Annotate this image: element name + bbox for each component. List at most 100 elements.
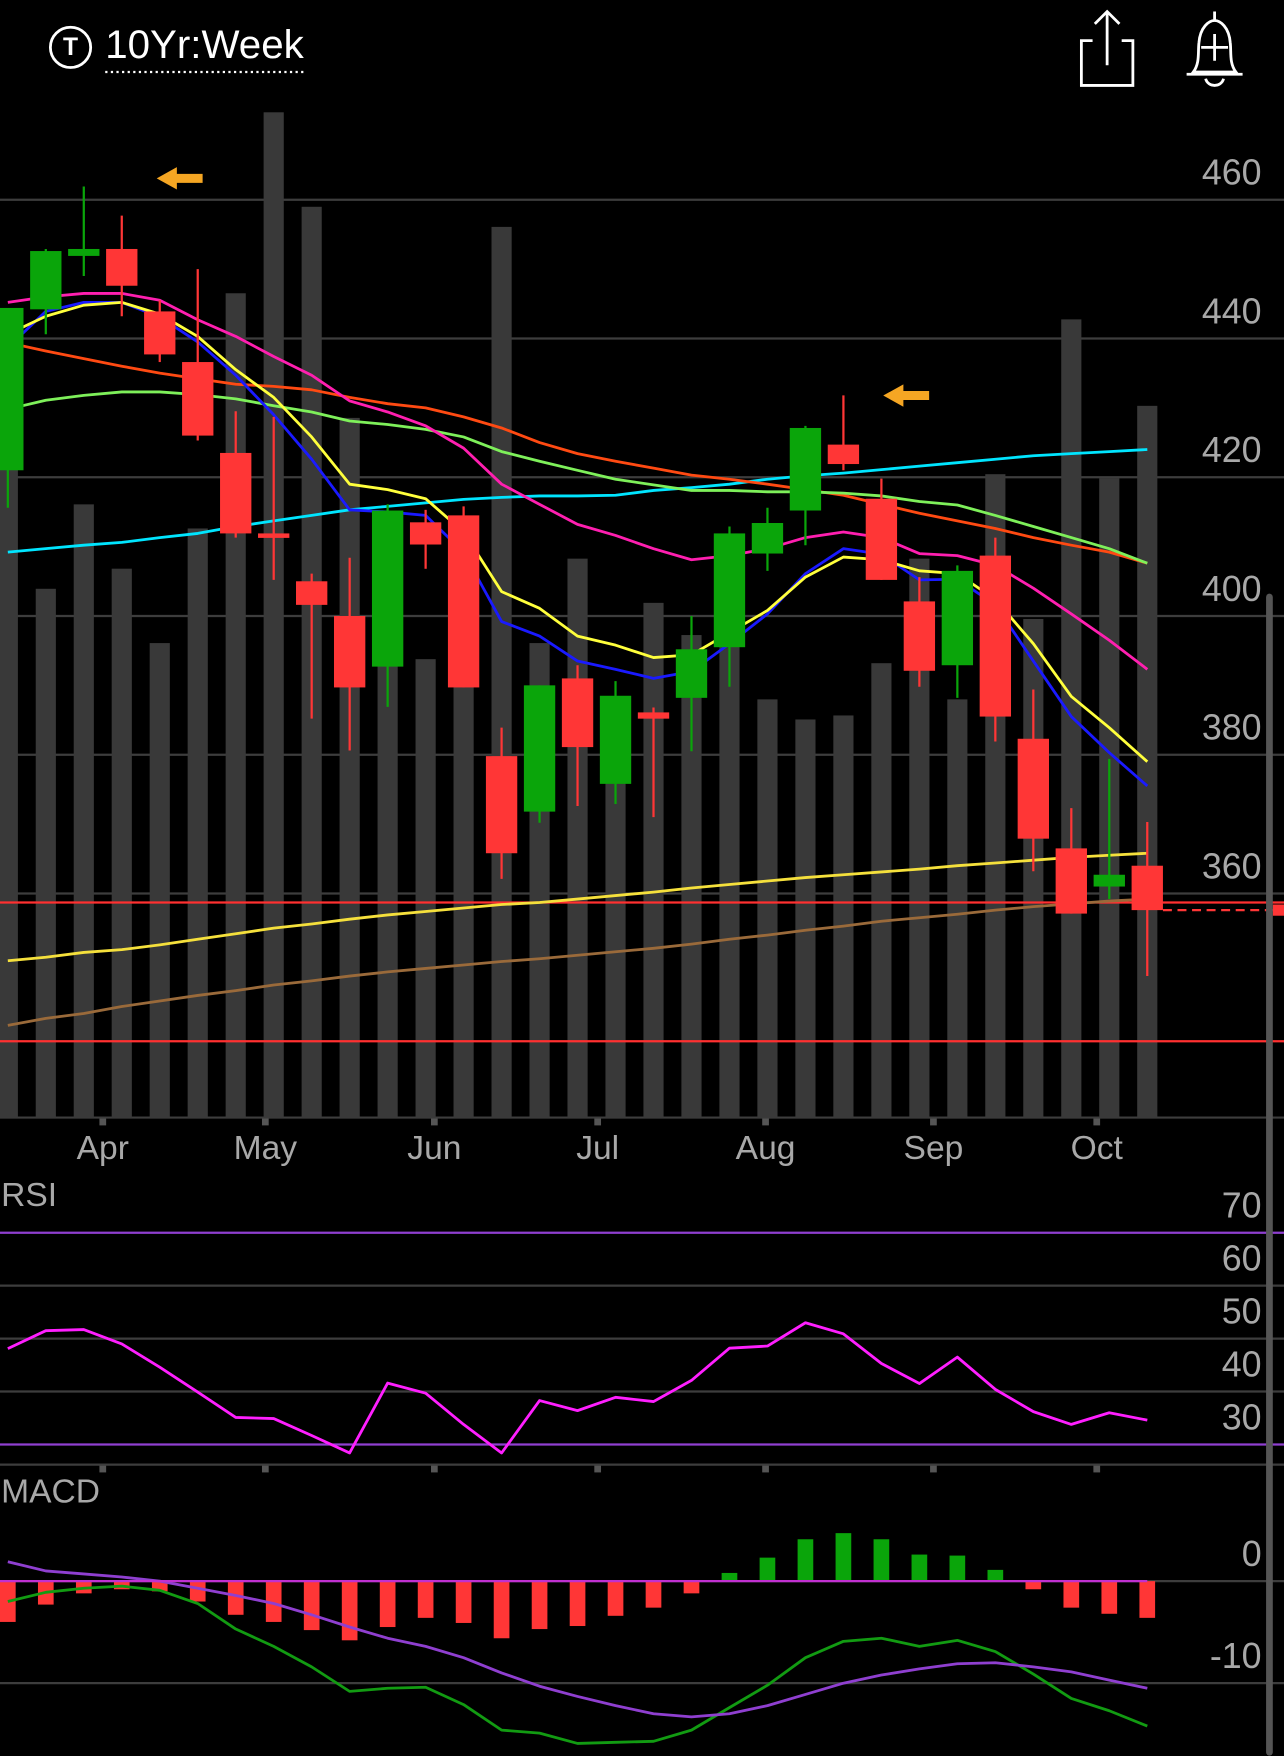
share-box <box>1079 39 1135 87</box>
x-tick-label: Aug <box>736 1130 796 1167</box>
panel-title: MACD <box>1 1474 100 1511</box>
macd-histogram-bar <box>151 1581 168 1592</box>
moving-average <box>7 851 1148 963</box>
volume-bar <box>719 637 740 1118</box>
symbol-icon: T <box>63 34 78 61</box>
candle-body <box>523 685 556 812</box>
candle-body <box>220 452 252 534</box>
bell-icon <box>1186 11 1243 87</box>
macd-histogram-bar <box>911 1554 928 1582</box>
macd-histogram-bar <box>721 1572 738 1582</box>
symbol-button[interactable]: T 10Yr:Week <box>48 22 305 74</box>
macd-histogram-bar <box>455 1581 472 1623</box>
candle-body <box>713 533 746 648</box>
macd-histogram-bar <box>987 1569 1004 1582</box>
volume-bar <box>187 528 208 1118</box>
moving-average <box>7 448 1148 554</box>
candle-body <box>409 522 442 545</box>
y-tick-label: 70 <box>1222 1186 1262 1226</box>
candle-body <box>675 649 708 698</box>
x-tick-label: Jul <box>576 1130 619 1167</box>
candle-body <box>865 498 898 580</box>
symbol-icon-ring <box>48 25 93 69</box>
macd-histogram-bar <box>417 1581 434 1618</box>
volume-bar <box>567 558 588 1118</box>
panel-title: RSI <box>1 1177 57 1214</box>
candle-body <box>182 362 214 436</box>
last-price-marker <box>1272 904 1284 916</box>
macd-histogram-bar <box>949 1555 966 1582</box>
macd-histogram-bar <box>493 1581 510 1639</box>
volume-bar <box>643 602 664 1118</box>
macd-histogram-bar <box>1101 1581 1118 1614</box>
candle-body <box>296 581 328 605</box>
chart-title: 10Yr:Week <box>105 22 304 67</box>
macd-line <box>7 1584 1148 1745</box>
volume-bar <box>757 699 778 1118</box>
candle-body <box>789 427 822 511</box>
macd-histogram-bar <box>759 1557 776 1582</box>
macd-histogram-bar <box>0 1581 16 1622</box>
candle-body <box>371 510 404 667</box>
macd-histogram-bar <box>189 1581 206 1602</box>
candle-body <box>0 307 24 471</box>
candle-body <box>144 311 176 355</box>
candle-body <box>333 615 366 688</box>
macd-histogram-bar <box>797 1539 814 1582</box>
alert-button[interactable] <box>1186 11 1243 87</box>
y-tick-label: -10 <box>1210 1636 1262 1676</box>
macd-histogram-bar <box>683 1581 700 1594</box>
y-tick-label: 40 <box>1222 1344 1262 1384</box>
macd-histogram-bar <box>341 1581 358 1641</box>
share-arrow <box>1093 9 1121 66</box>
volume-bar <box>149 643 170 1118</box>
macd-histogram-bar <box>227 1581 244 1615</box>
volume-bar <box>605 719 626 1118</box>
candle-body <box>68 248 100 256</box>
candle-body <box>751 523 784 554</box>
arrow-marker <box>156 167 203 190</box>
volume-bar <box>0 353 18 1118</box>
candle-body <box>106 248 138 286</box>
volume-bar <box>871 663 892 1118</box>
macd-histogram-bar <box>645 1581 662 1608</box>
macd-histogram-bar <box>531 1581 548 1630</box>
candle-body <box>1093 874 1125 887</box>
macd-histogram-bar <box>607 1581 624 1616</box>
candle-body <box>485 756 518 854</box>
x-tick-label: Sep <box>904 1130 964 1167</box>
macd-histogram-bar <box>873 1539 890 1582</box>
rsi-line <box>7 1321 1148 1455</box>
volume-bar <box>453 566 474 1118</box>
moving-average <box>7 897 1148 1027</box>
macd-histogram-bar <box>1139 1581 1156 1618</box>
plus-icon <box>1201 33 1229 61</box>
y-tick-label: 60 <box>1222 1238 1262 1278</box>
volume-bar <box>111 568 132 1118</box>
candle-body <box>979 555 1012 717</box>
share-button[interactable] <box>1079 9 1135 87</box>
macd-histogram-bar <box>569 1581 586 1627</box>
y-tick-label: 460 <box>1202 153 1262 193</box>
y-tick-label: 360 <box>1202 846 1262 886</box>
y-tick-label: 420 <box>1202 430 1262 470</box>
candle-body <box>30 251 62 310</box>
volume-bar <box>73 504 94 1118</box>
macd-histogram-bar <box>265 1581 282 1622</box>
y-tick-label: 0 <box>1242 1534 1262 1574</box>
candle-body <box>1017 738 1049 839</box>
candle-body <box>447 515 480 688</box>
y-tick-label: 380 <box>1202 708 1262 748</box>
y-tick-label: 440 <box>1202 291 1262 331</box>
y-tick-label: 400 <box>1202 569 1262 609</box>
volume-bar <box>795 719 816 1118</box>
macd-histogram-bar <box>379 1581 396 1628</box>
candle-body <box>599 695 632 784</box>
volume-bar <box>35 588 56 1118</box>
candle-body <box>1131 865 1163 911</box>
macd-histogram-bar <box>835 1533 852 1582</box>
x-tick-label: May <box>234 1130 298 1167</box>
